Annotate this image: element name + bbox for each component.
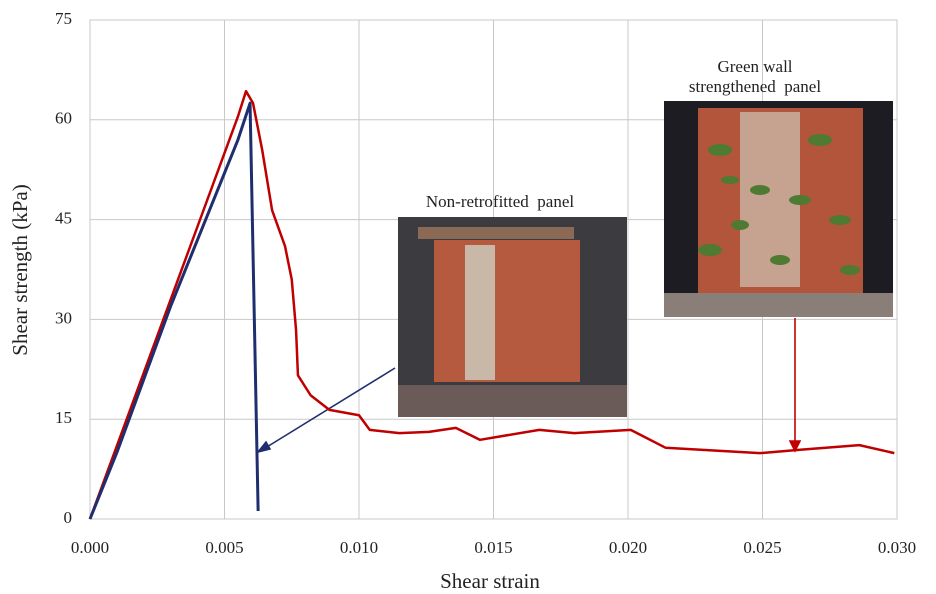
y-tick-label: 60 — [55, 109, 72, 128]
photo-panel — [434, 240, 580, 382]
y-tick-label: 0 — [64, 508, 73, 527]
x-tick-label: 0.020 — [609, 538, 647, 557]
photo-base — [664, 293, 893, 317]
y-axis-label: Shear strength (kPa) — [8, 184, 32, 355]
x-tick-label: 0.010 — [340, 538, 378, 557]
annotation: Non-retrofitted panel — [426, 192, 574, 211]
x-tick-label: 0.000 — [71, 538, 109, 557]
arrowhead — [258, 442, 270, 452]
photo-base — [398, 385, 627, 417]
y-tick-label: 75 — [55, 9, 72, 28]
photo-green-wall — [664, 101, 893, 317]
y-tick-label: 45 — [55, 209, 72, 228]
annotation: strengthened panel — [689, 77, 821, 96]
series-line — [90, 103, 258, 519]
x-tick-label: 0.025 — [743, 538, 781, 557]
x-axis-label: Shear strain — [440, 569, 540, 593]
x-tick-label: 0.015 — [474, 538, 512, 557]
annotation: Green wall — [717, 57, 792, 76]
photo-mortar — [465, 245, 495, 380]
y-tick-label: 30 — [55, 308, 72, 327]
photos — [398, 101, 893, 417]
x-tick-label: 0.005 — [205, 538, 243, 557]
photo-non-retrofitted — [398, 217, 627, 417]
y-tick-label: 15 — [55, 408, 72, 427]
photo-beam — [418, 227, 574, 239]
chart: Shear strain Shear strength (kPa) 0 15 30 4… — [0, 0, 936, 594]
x-tick-label: 0.030 — [878, 538, 916, 557]
